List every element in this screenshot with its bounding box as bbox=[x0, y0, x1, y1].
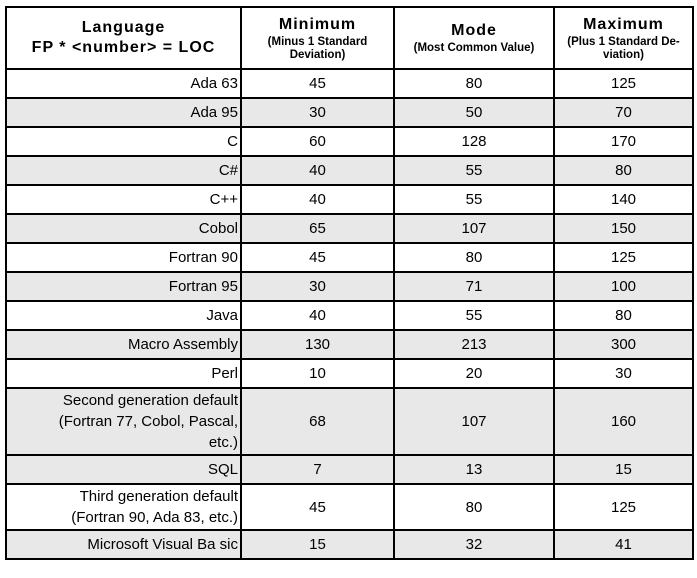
minimum-column-header: Minimum (Minus 1 Standard Deviation) bbox=[240, 6, 395, 70]
language-cell: Macro Assembly bbox=[5, 329, 242, 360]
maximum-cell: 80 bbox=[553, 300, 694, 331]
maximum-cell: 170 bbox=[553, 126, 694, 157]
language-cell: C bbox=[5, 126, 242, 157]
mode-cell: 32 bbox=[393, 529, 555, 560]
maximum-cell: 140 bbox=[553, 184, 694, 215]
mode-cell: 213 bbox=[393, 329, 555, 360]
mode-header-title: Mode bbox=[451, 22, 497, 39]
table-body: Ada 63 45 80 125 Ada 95 30 50 70 C 60 12… bbox=[5, 68, 694, 560]
mode-cell: 55 bbox=[393, 184, 555, 215]
maximum-cell: 80 bbox=[553, 155, 694, 186]
maximum-cell: 30 bbox=[553, 358, 694, 389]
minimum-cell: 68 bbox=[240, 387, 395, 456]
minimum-header-subtitle: (Minus 1 Standard Deviation) bbox=[267, 35, 368, 61]
table-row: Macro Assembly 130 213 300 bbox=[5, 329, 694, 360]
maximum-cell: 150 bbox=[553, 213, 694, 244]
table-row: Microsoft Visual Ba sic 15 32 41 bbox=[5, 529, 694, 560]
language-cell: Cobol bbox=[5, 213, 242, 244]
minimum-cell: 30 bbox=[240, 97, 395, 128]
maximum-column-header: Maximum (Plus 1 Standard De- viation) bbox=[553, 6, 694, 70]
minimum-cell: 40 bbox=[240, 300, 395, 331]
mode-cell: 55 bbox=[393, 155, 555, 186]
maximum-cell: 125 bbox=[553, 483, 694, 531]
language-cell: Third generation default (Fortran 90, Ad… bbox=[5, 483, 242, 531]
mode-cell: 128 bbox=[393, 126, 555, 157]
language-cell: Perl bbox=[5, 358, 242, 389]
mode-cell: 71 bbox=[393, 271, 555, 302]
maximum-cell: 160 bbox=[553, 387, 694, 456]
mode-cell: 80 bbox=[393, 483, 555, 531]
minimum-cell: 30 bbox=[240, 271, 395, 302]
language-column-header: Language FP * <number> = LOC bbox=[5, 6, 242, 70]
mode-cell: 107 bbox=[393, 213, 555, 244]
maximum-cell: 125 bbox=[553, 68, 694, 99]
table-row: Second generation default (Fortran 77, C… bbox=[5, 387, 694, 456]
language-header-title: Language bbox=[81, 19, 166, 36]
minimum-cell: 40 bbox=[240, 184, 395, 215]
language-cell: Java bbox=[5, 300, 242, 331]
document-page: Language FP * <number> = LOC Minimum (Mi… bbox=[5, 6, 694, 560]
maximum-cell: 100 bbox=[553, 271, 694, 302]
mode-cell: 20 bbox=[393, 358, 555, 389]
table-row: C 60 128 170 bbox=[5, 126, 694, 157]
language-cell: Microsoft Visual Ba sic bbox=[5, 529, 242, 560]
language-cell: Second generation default (Fortran 77, C… bbox=[5, 387, 242, 456]
table-row: Ada 95 30 50 70 bbox=[5, 97, 694, 128]
minimum-cell: 45 bbox=[240, 242, 395, 273]
maximum-header-title: Maximum bbox=[583, 15, 664, 33]
minimum-cell: 65 bbox=[240, 213, 395, 244]
table-row: C# 40 55 80 bbox=[5, 155, 694, 186]
minimum-header-title: Minimum bbox=[278, 15, 357, 33]
language-header-formula: FP * <number> = LOC bbox=[31, 39, 216, 56]
fp-to-loc-table: Language FP * <number> = LOC Minimum (Mi… bbox=[5, 6, 694, 560]
mode-cell: 55 bbox=[393, 300, 555, 331]
maximum-header-subtitle: (Plus 1 Standard De- viation) bbox=[567, 35, 680, 61]
language-cell: C++ bbox=[5, 184, 242, 215]
table-row: Perl 10 20 30 bbox=[5, 358, 694, 389]
maximum-cell: 125 bbox=[553, 242, 694, 273]
table-row: Third generation default (Fortran 90, Ad… bbox=[5, 483, 694, 531]
language-cell: SQL bbox=[5, 454, 242, 485]
table-row: SQL 7 13 15 bbox=[5, 454, 694, 485]
minimum-cell: 40 bbox=[240, 155, 395, 186]
minimum-cell: 45 bbox=[240, 68, 395, 99]
maximum-cell: 15 bbox=[553, 454, 694, 485]
table-row: Fortran 95 30 71 100 bbox=[5, 271, 694, 302]
maximum-cell: 41 bbox=[553, 529, 694, 560]
mode-cell: 107 bbox=[393, 387, 555, 456]
language-cell: Fortran 90 bbox=[5, 242, 242, 273]
mode-cell: 50 bbox=[393, 97, 555, 128]
minimum-cell: 7 bbox=[240, 454, 395, 485]
language-cell: Ada 63 bbox=[5, 68, 242, 99]
header-row: Language FP * <number> = LOC Minimum (Mi… bbox=[5, 6, 694, 70]
language-cell: Fortran 95 bbox=[5, 271, 242, 302]
language-cell: C# bbox=[5, 155, 242, 186]
table-row: Fortran 90 45 80 125 bbox=[5, 242, 694, 273]
table-row: Java 40 55 80 bbox=[5, 300, 694, 331]
table-row: C++ 40 55 140 bbox=[5, 184, 694, 215]
mode-cell: 80 bbox=[393, 68, 555, 99]
language-cell: Ada 95 bbox=[5, 97, 242, 128]
table-row: Cobol 65 107 150 bbox=[5, 213, 694, 244]
minimum-cell: 60 bbox=[240, 126, 395, 157]
mode-header-subtitle: (Most Common Value) bbox=[413, 42, 535, 54]
minimum-cell: 10 bbox=[240, 358, 395, 389]
mode-column-header: Mode (Most Common Value) bbox=[393, 6, 555, 70]
maximum-cell: 300 bbox=[553, 329, 694, 360]
maximum-cell: 70 bbox=[553, 97, 694, 128]
table-row: Ada 63 45 80 125 bbox=[5, 68, 694, 99]
minimum-cell: 15 bbox=[240, 529, 395, 560]
minimum-cell: 130 bbox=[240, 329, 395, 360]
mode-cell: 80 bbox=[393, 242, 555, 273]
mode-cell: 13 bbox=[393, 454, 555, 485]
minimum-cell: 45 bbox=[240, 483, 395, 531]
